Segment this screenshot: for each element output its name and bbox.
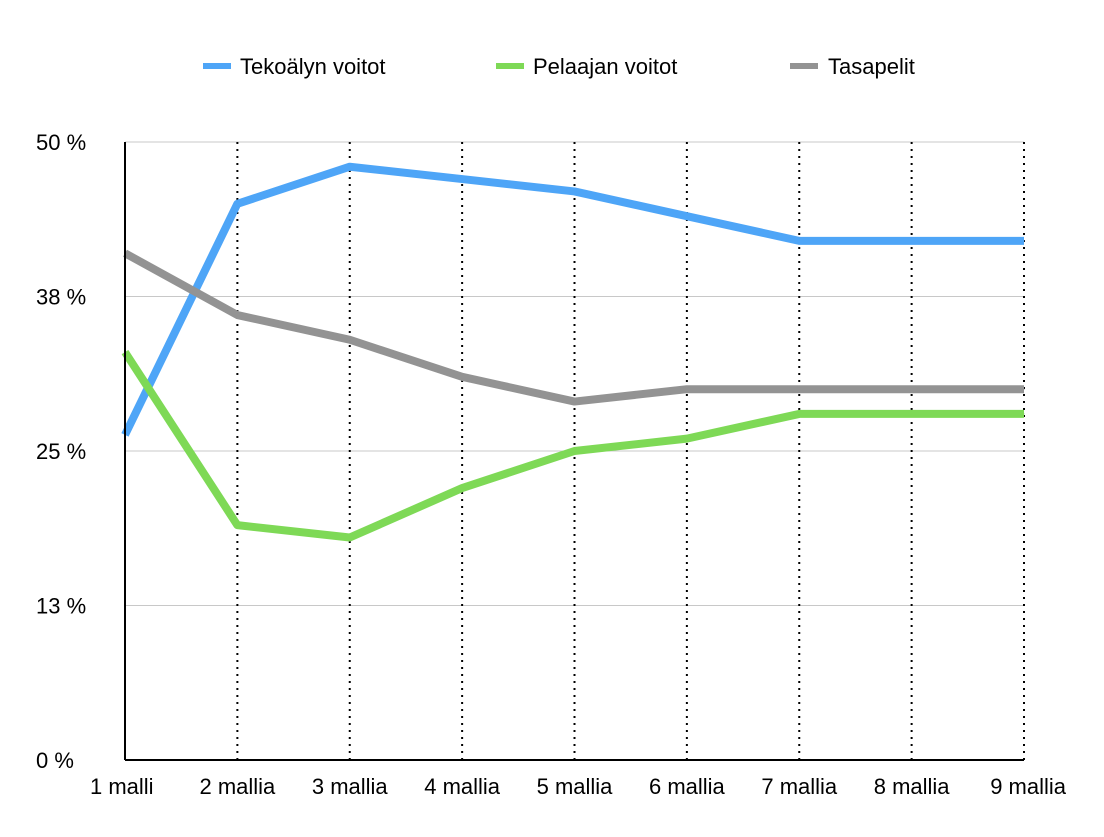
x-tick-label: 8 mallia xyxy=(874,774,951,799)
y-tick-label: 25 % xyxy=(36,439,86,464)
data-point xyxy=(686,215,688,217)
x-tick-label: 5 mallia xyxy=(537,774,614,799)
x-tick-label: 9 mallia xyxy=(990,774,1067,799)
data-point xyxy=(574,450,575,452)
data-point xyxy=(686,438,688,440)
data-point xyxy=(1023,388,1025,390)
y-tick-label: 38 % xyxy=(36,285,86,310)
data-point xyxy=(911,240,913,242)
legend-label: Pelaajan voitot xyxy=(533,54,677,79)
data-point xyxy=(461,487,463,489)
legend-label: Tekoälyn voitot xyxy=(240,54,386,79)
x-tick-label: 7 mallia xyxy=(761,774,838,799)
data-point xyxy=(911,413,913,415)
data-point xyxy=(236,203,238,205)
series-layer xyxy=(121,162,1025,542)
data-point xyxy=(798,413,800,415)
data-point xyxy=(574,401,575,403)
y-tick-label: 13 % xyxy=(36,594,86,619)
legend-label: Tasapelit xyxy=(828,54,915,79)
data-point xyxy=(349,339,351,341)
data-point xyxy=(461,178,463,180)
data-point xyxy=(798,388,800,390)
axis-layer: 0 % 13 % 25 % 38 % 50 % 1 malli 2 mallia 3 mall… xyxy=(36,130,1067,799)
data-point xyxy=(349,537,351,539)
data-point xyxy=(1023,413,1025,415)
data-point xyxy=(1023,240,1025,242)
x-tick-label: 2 mallia xyxy=(199,774,276,799)
data-point xyxy=(349,166,351,168)
x-tick-label: 1 malli xyxy=(90,774,154,799)
legend: Tekoälyn voitot Pelaajan voitot Tasapelit xyxy=(203,54,915,79)
x-tick-label: 3 mallia xyxy=(312,774,389,799)
data-point xyxy=(236,314,238,316)
data-point xyxy=(236,524,238,526)
data-point xyxy=(461,376,463,378)
data-point xyxy=(911,388,913,390)
x-tick-label: 4 mallia xyxy=(424,774,501,799)
y-tick-label: 50 % xyxy=(36,130,86,155)
data-point xyxy=(798,240,800,242)
legend-item: Pelaajan voitot xyxy=(496,54,677,79)
data-point xyxy=(574,190,575,192)
x-tick-label: 6 mallia xyxy=(649,774,726,799)
data-point xyxy=(686,388,688,390)
legend-item: Tasapelit xyxy=(790,54,915,79)
series-0 xyxy=(121,162,1025,437)
y-tick-label: 0 % xyxy=(36,748,74,773)
legend-item: Tekoälyn voitot xyxy=(203,54,386,79)
